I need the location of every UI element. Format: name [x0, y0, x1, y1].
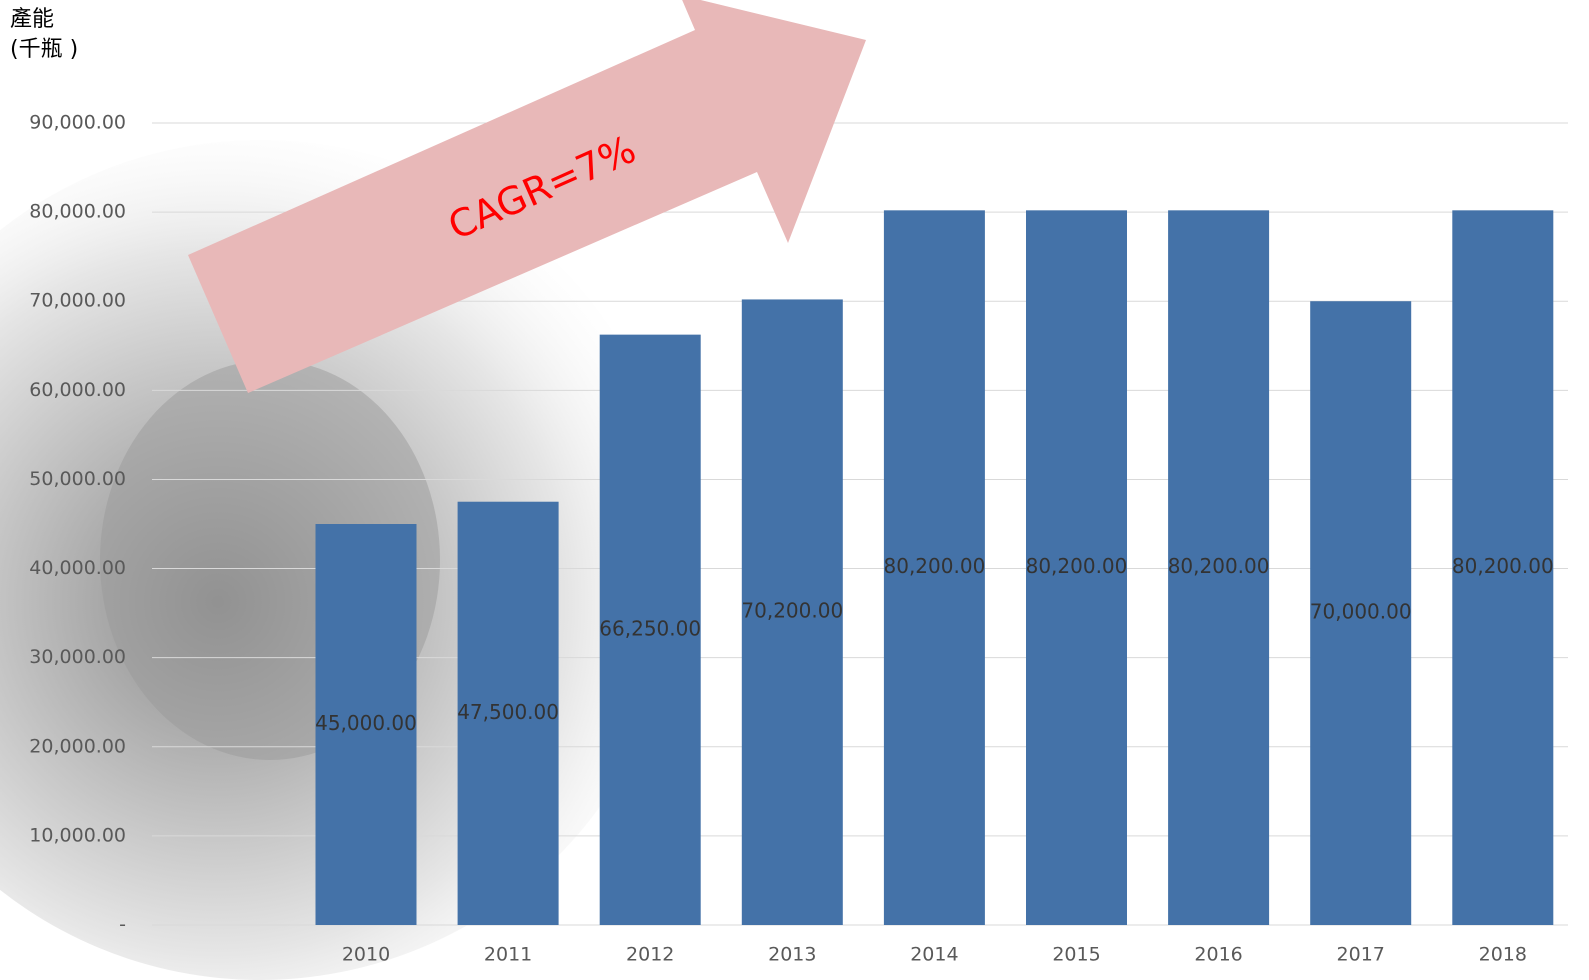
y-tick-label: 10,000.00 [29, 824, 126, 846]
value-label: 70,000.00 [1310, 600, 1412, 624]
value-label: 80,200.00 [884, 554, 986, 578]
value-label: 70,200.00 [741, 599, 843, 623]
y-tick-label: 40,000.00 [29, 557, 126, 579]
bar [315, 524, 417, 925]
x-tick-label: 2013 [768, 944, 816, 966]
bar [741, 299, 843, 925]
value-label: 66,250.00 [599, 616, 701, 640]
y-tick-label: 30,000.00 [29, 646, 126, 668]
bar [599, 334, 701, 925]
y-tick-label: 80,000.00 [29, 201, 126, 223]
y-tick-label: 20,000.00 [29, 735, 126, 757]
y-axis-title: 產能 [10, 7, 54, 32]
bar [457, 501, 559, 925]
bar [1026, 210, 1127, 926]
trend-arrow [188, 0, 866, 393]
bar [1452, 210, 1554, 926]
value-label: 80,200.00 [1026, 554, 1128, 578]
x-tick-label: 2014 [910, 944, 958, 966]
x-tick-label: 2015 [1052, 944, 1100, 966]
value-label: 45,000.00 [315, 711, 417, 735]
value-label: 80,200.00 [1452, 554, 1554, 578]
x-tick-label: 2011 [484, 944, 532, 966]
bar [883, 210, 985, 926]
y-tick-label: 50,000.00 [29, 468, 126, 490]
x-tick-label: 2017 [1337, 944, 1385, 966]
x-tick-label: 2012 [626, 944, 674, 966]
x-tick-label: 2016 [1194, 944, 1242, 966]
bars: 2010 45,000.00 2011 47,500.00 2012 66,250.00 2… [315, 210, 1554, 966]
y-tick-label: 60,000.00 [29, 379, 126, 401]
bar [1310, 301, 1412, 925]
y-tick-label: - [119, 914, 126, 936]
x-tick-label: 2010 [342, 944, 390, 966]
y-tick-label: 70,000.00 [29, 290, 126, 312]
y-axis-title: (千瓶 ) [10, 37, 78, 62]
value-label: 80,200.00 [1168, 554, 1270, 578]
bar [1168, 210, 1270, 926]
x-tick-label: 2018 [1479, 944, 1527, 966]
y-tick-label: 90,000.00 [29, 112, 126, 134]
value-label: 47,500.00 [457, 700, 559, 724]
